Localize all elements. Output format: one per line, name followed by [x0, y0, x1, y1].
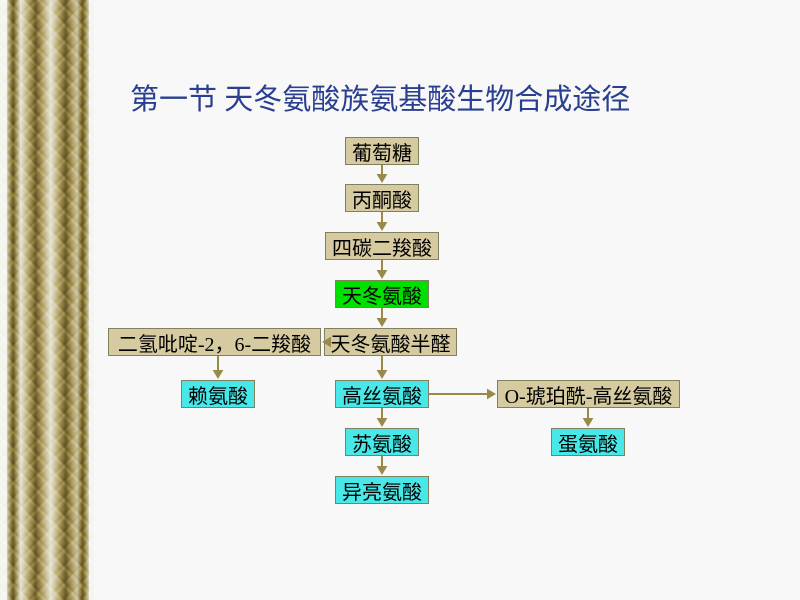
arrow-osucchom-to-methionine — [577, 397, 599, 438]
arrow-glucose-to-pyruvate — [371, 154, 393, 194]
decorative-rope-border — [0, 0, 94, 600]
arrow-aspartate-to-asa — [371, 297, 393, 338]
arrow-c4diacid-to-aspartate — [371, 249, 393, 290]
arrow-pyruvate-to-c4diacid — [371, 201, 393, 242]
page-title: 第一节 天冬氨酸族氨基酸生物合成途径 — [130, 76, 630, 118]
arrow-dhdpa-to-lysine — [207, 345, 229, 390]
arrow-homoserine-to-threonine — [371, 397, 393, 438]
arrow-asa-to-homoserine — [371, 345, 393, 390]
arrow-homoserine-to-osucchom — [418, 383, 507, 405]
arrow-asa-to-dhdpa — [311, 331, 335, 353]
arrow-threonine-to-isoleucine — [371, 445, 393, 486]
